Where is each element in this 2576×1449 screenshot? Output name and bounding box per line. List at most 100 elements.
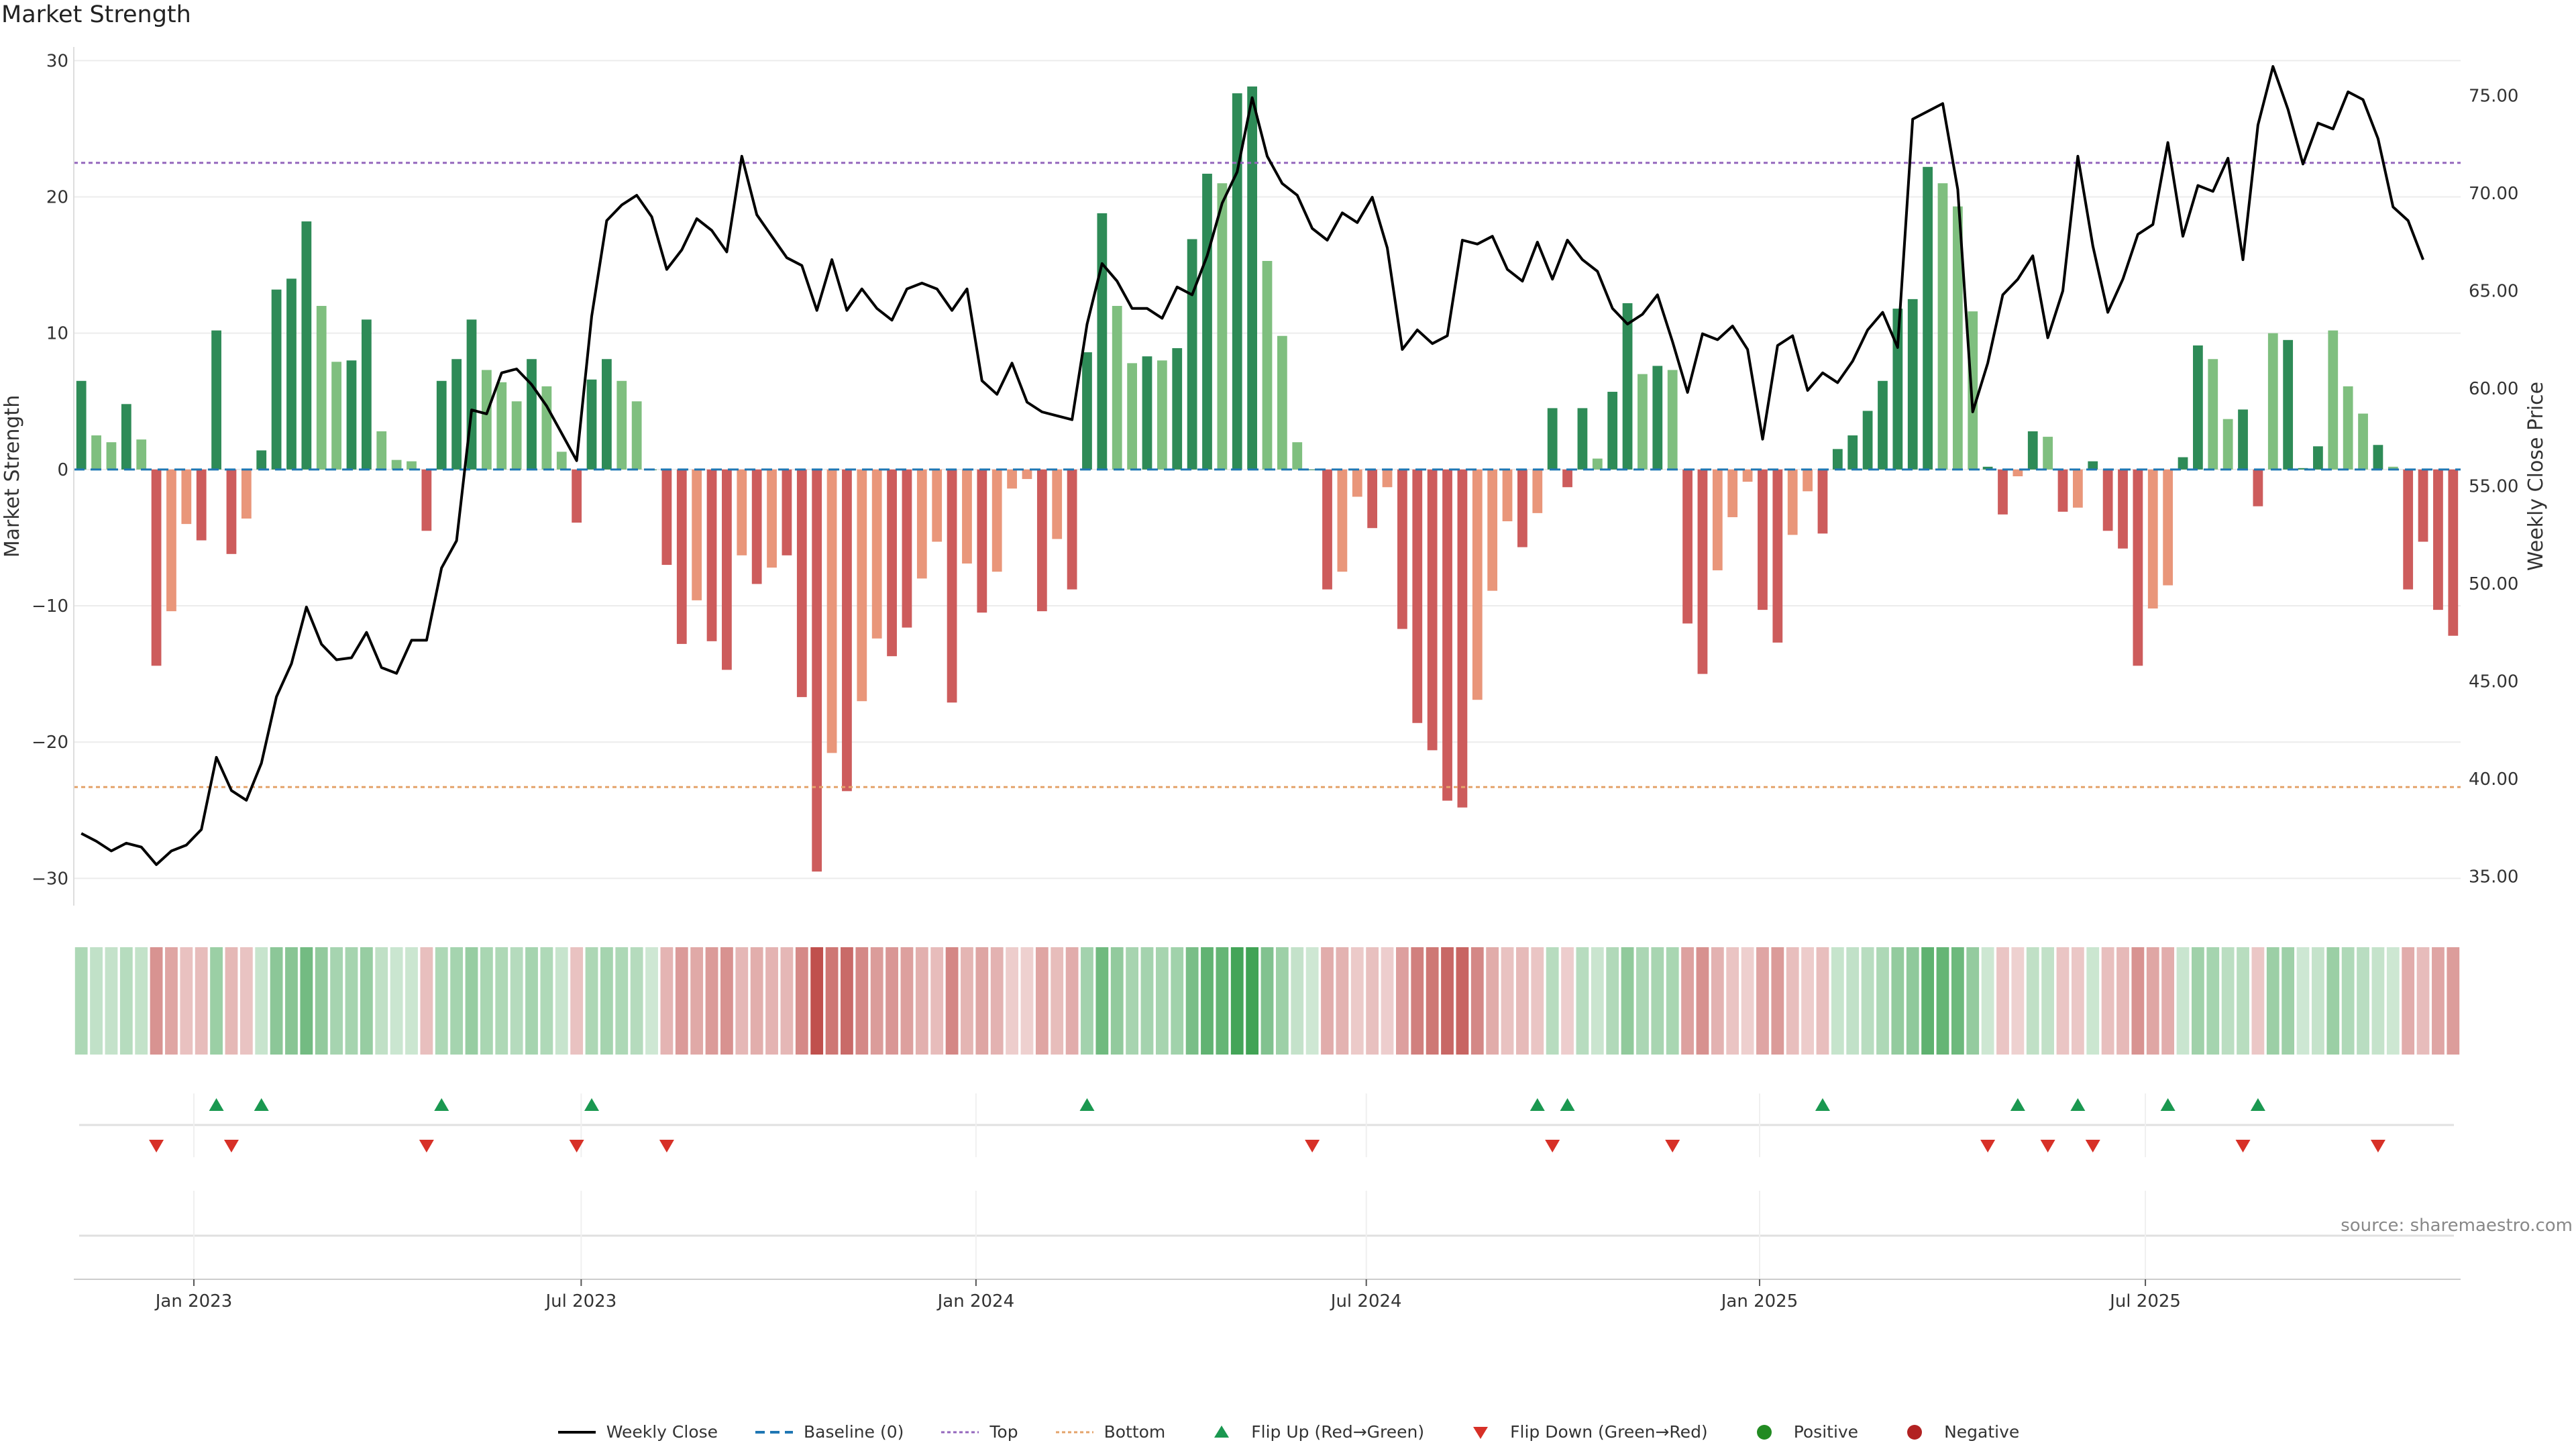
strength-bar — [661, 469, 672, 566]
heat-cell — [1621, 947, 1634, 1055]
strength-bar — [2313, 446, 2323, 470]
strength-bar — [947, 469, 957, 703]
strength-bar — [1667, 370, 1678, 470]
strength-bar — [121, 404, 131, 470]
heat-cell — [1350, 947, 1364, 1055]
flip-up-marker — [1079, 1098, 1095, 1111]
x-tick-label: Jul 2025 — [2108, 1291, 2181, 1311]
strength-bar — [301, 221, 312, 470]
heat-cell — [1516, 947, 1529, 1055]
strength-bar — [1787, 469, 1798, 535]
heat-cell — [405, 947, 418, 1055]
heat-cell — [1051, 947, 1064, 1055]
heat-cell — [540, 947, 553, 1055]
strength-bar — [812, 469, 822, 872]
heat-cell — [330, 947, 343, 1055]
strength-bar — [481, 370, 492, 470]
heat-cell — [1185, 947, 1199, 1055]
flip-up-marker — [2250, 1098, 2265, 1111]
strength-bar — [1292, 442, 1303, 470]
strength-bar — [1697, 469, 1708, 674]
legend-label: Positive — [1793, 1422, 1859, 1442]
flip-down-marker — [419, 1140, 434, 1152]
strength-bar — [586, 379, 597, 470]
strength-bar — [2343, 386, 2353, 470]
strength-bar — [1036, 469, 1047, 612]
heat-cell — [105, 947, 118, 1055]
heat-cell — [2341, 947, 2355, 1055]
strength-bar — [2387, 466, 2398, 470]
strength-bar — [1532, 469, 1543, 513]
strength-bar — [556, 451, 567, 470]
strength-bar — [1638, 374, 1648, 470]
heat-cell — [180, 947, 193, 1055]
heat-cell — [1576, 947, 1589, 1055]
heat-cell — [2101, 947, 2114, 1055]
heat-cell — [1381, 947, 1394, 1055]
heat-cell — [239, 947, 253, 1055]
heat-cell — [1891, 947, 1904, 1055]
strength-bar — [1968, 311, 1978, 470]
strength-bar — [1367, 469, 1378, 529]
strength-bar — [706, 469, 717, 641]
axes: 30 20 10 0 −10 −20 −30 75.00 70.00 65.00 60.00 55.0… — [1, 47, 2548, 906]
strength-bar — [1397, 469, 1407, 629]
strength-bar — [1442, 469, 1452, 801]
heat-cell — [765, 947, 778, 1055]
strength-bar — [1082, 352, 1092, 470]
heat-cell — [1741, 947, 1754, 1055]
heat-cell — [1065, 947, 1079, 1055]
strength-bar — [136, 439, 147, 470]
heat-cell — [1936, 947, 1949, 1055]
heat-cell — [2056, 947, 2070, 1055]
heat-cell — [2357, 947, 2369, 1055]
x-tick-label: Jan 2023 — [154, 1291, 233, 1311]
strength-bar — [1472, 469, 1483, 700]
heat-cell — [465, 947, 478, 1055]
y2-tick-label: 45.00 — [2469, 672, 2518, 692]
heat-cell — [585, 947, 598, 1055]
strength-bar — [857, 469, 867, 702]
strength-bar — [1352, 469, 1362, 497]
strength-bar — [871, 469, 882, 639]
strength-bar — [1878, 380, 1888, 470]
heat-cell — [1681, 947, 1694, 1055]
strength-bar — [1622, 303, 1633, 470]
strength-bar — [2178, 457, 2188, 470]
strength-bar — [151, 469, 162, 666]
heat-cell — [1771, 947, 1784, 1055]
legend-dot — [1756, 1424, 1772, 1440]
heat-cell — [195, 947, 208, 1055]
heat-cell — [915, 947, 928, 1055]
heat-cell — [2071, 947, 2084, 1055]
heat-cell — [1831, 947, 1844, 1055]
heat-cell — [1140, 947, 1154, 1055]
strength-bar — [1487, 469, 1498, 591]
strength-bar — [902, 469, 912, 628]
strength-bar — [932, 469, 943, 542]
y2-tick-label: 65.00 — [2469, 282, 2518, 302]
strength-bar — [316, 306, 327, 470]
strength-bar — [1772, 469, 1783, 643]
heat-cell — [690, 947, 704, 1055]
strength-bar — [767, 469, 777, 568]
heat-cell — [1921, 947, 1935, 1055]
flip-down-marker — [2370, 1140, 2385, 1152]
flip-up-marker — [2010, 1098, 2025, 1111]
flip-down-marker — [2085, 1140, 2100, 1152]
heat-cell — [2206, 947, 2220, 1055]
heat-cell — [2312, 947, 2324, 1055]
strength-bar — [1862, 411, 1873, 470]
strength-bar — [737, 469, 747, 555]
heat-cell — [1035, 947, 1049, 1055]
flip-up-marker — [584, 1098, 600, 1111]
heat-cell — [1786, 947, 1799, 1055]
heat-cell — [435, 947, 448, 1055]
heat-cell — [825, 947, 839, 1055]
strength-bar — [436, 380, 447, 470]
heat-cell — [135, 947, 148, 1055]
heat-cell — [525, 947, 538, 1055]
strength-bar — [1142, 356, 1152, 470]
legend-triangle-up — [1214, 1425, 1230, 1438]
strength-bar — [1832, 449, 1843, 470]
